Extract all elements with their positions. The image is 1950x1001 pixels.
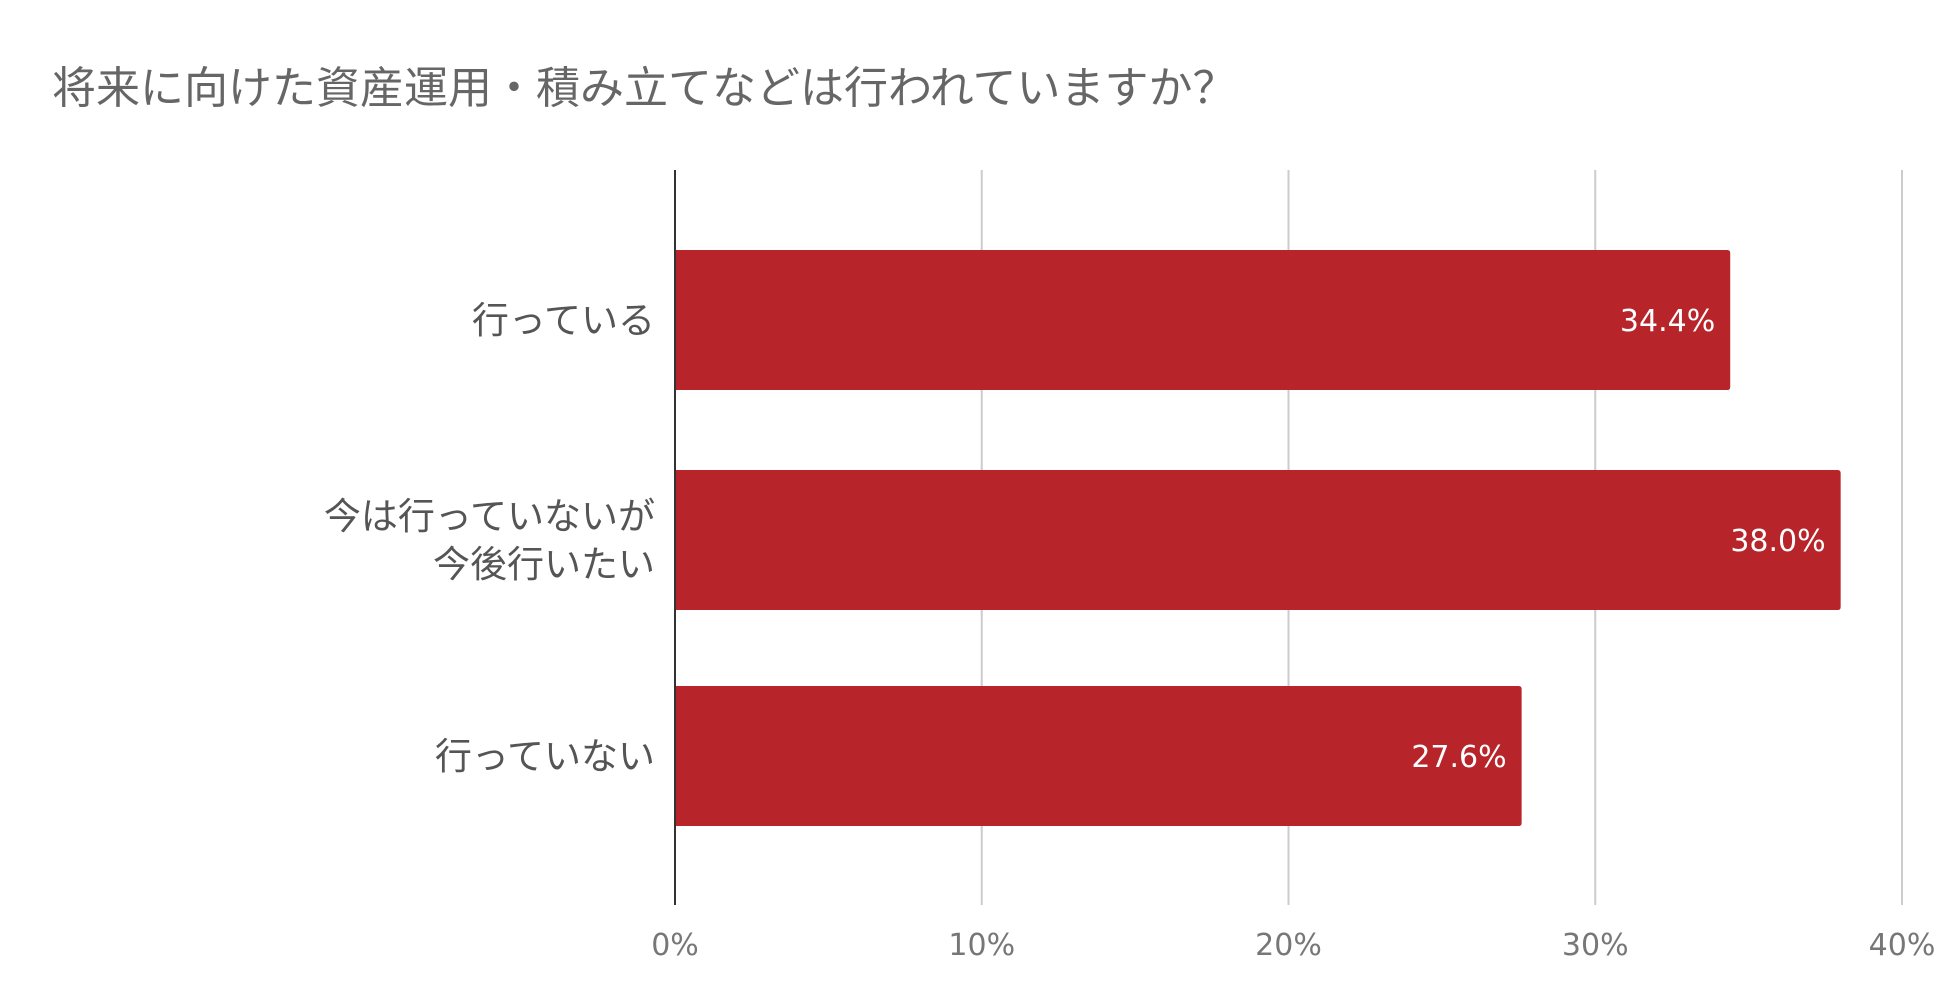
data-label: 34.4%: [1620, 304, 1715, 339]
bar: [675, 250, 1731, 390]
x-tick-label: 0%: [651, 928, 699, 963]
bar: [675, 470, 1841, 610]
bars: [675, 250, 1841, 826]
x-tick-label: 30%: [1562, 928, 1629, 963]
category-label: 行っている: [472, 299, 655, 342]
data-label: 38.0%: [1730, 524, 1825, 559]
category-label: 今は行っていないが今後行いたい: [324, 495, 655, 586]
x-tick-labels: 0% 10% 20% 30% 40%: [651, 928, 1935, 963]
data-labels: 34.4% 38.0% 27.6%: [1411, 304, 1825, 775]
chart-title: 将来に向けた資産運用・積み立てなどは行われていますか？: [52, 63, 1237, 114]
x-tick-label: 10%: [948, 928, 1015, 963]
x-tick-label: 40%: [1869, 928, 1936, 963]
x-tick-label: 20%: [1255, 928, 1322, 963]
category-label: 行っていない: [435, 735, 655, 778]
bar: [675, 686, 1522, 826]
data-label: 27.6%: [1411, 740, 1506, 775]
